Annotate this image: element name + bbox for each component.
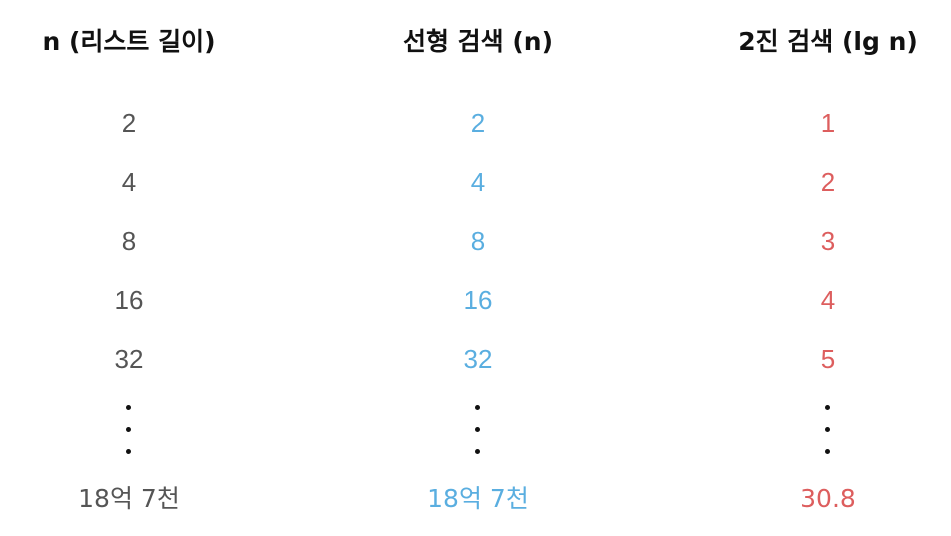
value-cell: 3 — [820, 226, 836, 256]
value-cell: 4 — [820, 285, 836, 315]
value-cell: 4 — [470, 167, 486, 197]
column-linear-search: 선형 검색 (n) 2 4 8 16 32 18억 7천 — [328, 0, 628, 536]
column-header: 선형 검색 (n) — [402, 27, 554, 56]
vertical-ellipsis-icon — [126, 405, 132, 457]
value-cell: 32 — [114, 344, 144, 374]
value-cell: 2 — [820, 167, 836, 197]
value-cell: 4 — [121, 167, 137, 197]
vertical-ellipsis-icon — [825, 405, 831, 457]
final-value-cell: 30.8 — [800, 484, 856, 513]
vertical-ellipsis-icon — [475, 405, 481, 457]
value-cell: 16 — [114, 285, 144, 315]
value-cell: 5 — [820, 344, 836, 374]
final-value-cell: 18억 7천 — [78, 484, 180, 513]
value-cell: 8 — [121, 226, 137, 256]
value-cell: 16 — [463, 285, 493, 315]
final-value-cell: 18억 7천 — [427, 484, 529, 513]
column-binary-search: 2진 검색 (lg n) 1 2 3 4 5 30.8 — [678, 0, 951, 536]
column-list-length: n (리스트 길이) 2 4 8 16 32 18억 7천 — [0, 0, 279, 536]
value-cell: 1 — [820, 108, 836, 138]
value-cell: 2 — [470, 108, 486, 138]
value-cell: 2 — [121, 108, 137, 138]
value-cell: 32 — [463, 344, 493, 374]
column-header: n (리스트 길이) — [42, 27, 216, 56]
column-header: 2진 검색 (lg n) — [738, 27, 918, 56]
value-cell: 8 — [470, 226, 486, 256]
